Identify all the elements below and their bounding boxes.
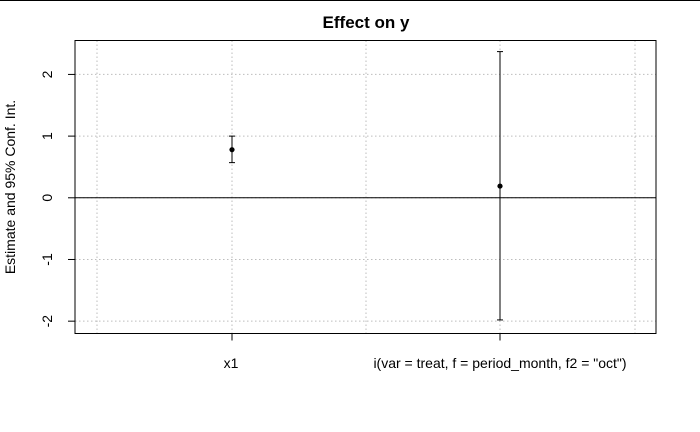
x-tick-label: x1 (224, 355, 239, 371)
y-tick-label: -1 (39, 253, 55, 266)
mark-layer (75, 51, 656, 321)
x-tick-label: i(var = treat, f = period_month, f2 = "o… (373, 355, 626, 371)
y-tick-label: 2 (39, 70, 55, 78)
top-border (0, 0, 700, 1)
grid-layer (75, 40, 656, 334)
y-tick-label: 1 (39, 132, 55, 140)
chart-title: Effect on y (323, 13, 410, 32)
y-tick-label: -2 (39, 315, 55, 328)
y-axis-label: Estimate and 95% Conf. Int. (2, 100, 18, 274)
plot-frame (74, 40, 657, 334)
axis-layer: 2 1 0 -1 -2 x1 i(var = treat, f = period_month… (39, 70, 627, 371)
y-tick-label: 0 (39, 194, 55, 202)
estimate-point (497, 183, 503, 189)
estimate-point (229, 147, 235, 153)
